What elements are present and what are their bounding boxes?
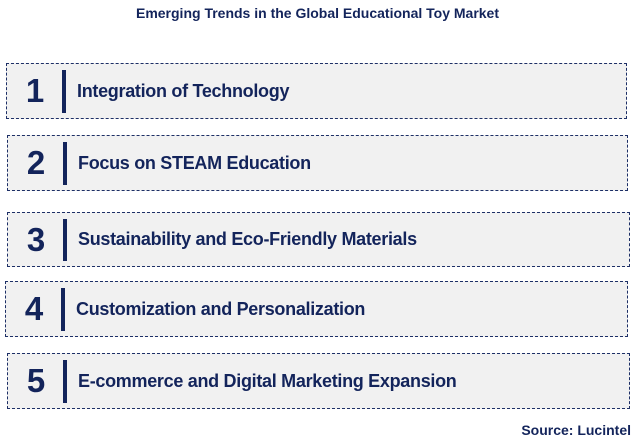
item-number: 3: [26, 220, 46, 258]
trend-item-2: 2 Focus on STEAM Education: [7, 135, 628, 191]
diagram-title: Emerging Trends in the Global Educationa…: [135, 5, 500, 21]
item-label: Customization and Personalization: [76, 298, 366, 319]
item-number: 2: [26, 144, 46, 181]
item-number: 1: [25, 72, 45, 109]
item-number: 5: [26, 362, 46, 399]
item-label: Integration of Technology: [77, 80, 290, 101]
divider: [62, 70, 66, 113]
item-number: 4: [24, 290, 44, 327]
divider: [63, 360, 67, 403]
divider: [63, 219, 67, 261]
item-label: Focus on STEAM Education: [78, 152, 311, 173]
source-label: Source: Lucintel: [521, 422, 631, 438]
divider: [63, 142, 67, 185]
trend-item-4: 4 Customization and Personalization: [5, 281, 628, 337]
item-label: Sustainability and Eco-Friendly Material…: [78, 229, 417, 249]
item-label: E-commerce and Digital Marketing Expansi…: [78, 370, 457, 391]
trend-item-1: 1 Integration of Technology: [6, 63, 627, 119]
divider: [61, 288, 65, 331]
trend-item-3: 3 Sustainability and Eco-Friendly Materi…: [7, 212, 630, 267]
trend-item-5: 5 E-commerce and Digital Marketing Expan…: [7, 353, 630, 409]
